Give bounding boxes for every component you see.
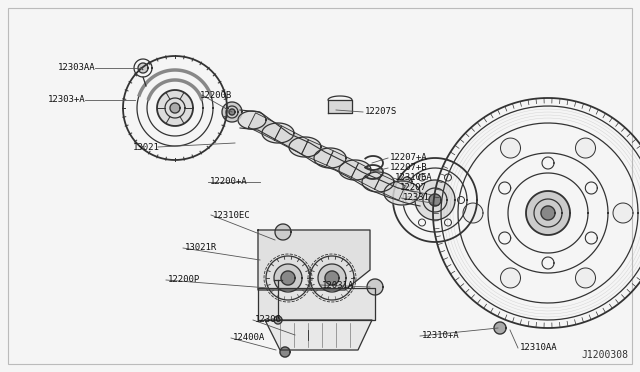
Polygon shape [258,288,375,320]
Polygon shape [314,148,346,168]
Text: 12400A: 12400A [233,334,265,343]
Polygon shape [138,63,148,73]
Polygon shape [328,100,352,113]
Polygon shape [339,160,371,180]
Text: 12310AA: 12310AA [520,343,557,353]
Polygon shape [274,264,302,292]
Polygon shape [415,180,455,220]
Polygon shape [318,264,346,292]
Polygon shape [289,137,321,157]
Polygon shape [494,322,506,334]
Text: 12310+A: 12310+A [422,331,460,340]
Text: 12200P: 12200P [168,276,200,285]
Text: 12031A: 12031A [322,280,355,289]
Polygon shape [463,203,483,223]
Polygon shape [362,172,394,192]
Text: 12303+A: 12303+A [47,96,85,105]
Polygon shape [351,163,381,189]
Polygon shape [402,177,412,187]
Text: 13021R: 13021R [185,244,217,253]
Polygon shape [238,111,266,129]
Text: 13021: 13021 [133,142,160,151]
Text: 12207+B: 12207+B [390,164,428,173]
Polygon shape [384,181,420,205]
Text: 12303AA: 12303AA [58,64,95,73]
Polygon shape [500,138,520,158]
Polygon shape [275,224,291,240]
Polygon shape [229,109,235,115]
Polygon shape [275,126,308,154]
Text: J1200308: J1200308 [581,350,628,360]
Polygon shape [575,138,595,158]
Polygon shape [325,271,339,285]
Polygon shape [374,175,405,200]
Polygon shape [302,140,333,165]
Polygon shape [541,206,555,220]
Polygon shape [262,123,294,143]
Polygon shape [170,103,180,113]
Text: 12310EA: 12310EA [395,173,433,183]
Text: 12306: 12306 [255,315,282,324]
Polygon shape [265,320,372,350]
Polygon shape [526,191,570,235]
Polygon shape [157,90,193,126]
Text: 12207: 12207 [400,183,427,192]
Polygon shape [613,203,633,223]
Text: 12200+A: 12200+A [210,177,248,186]
Polygon shape [280,347,290,357]
Text: 12200B: 12200B [200,90,232,99]
Polygon shape [222,102,242,122]
Text: 12207S: 12207S [365,108,397,116]
Text: 12310EC: 12310EC [213,211,251,219]
Polygon shape [248,113,282,140]
Polygon shape [429,194,441,206]
Text: 12207+A: 12207+A [390,154,428,163]
Polygon shape [367,279,383,295]
Polygon shape [326,151,358,177]
Polygon shape [258,230,370,290]
Text: 12331: 12331 [403,193,430,202]
Polygon shape [281,271,295,285]
Polygon shape [575,268,595,288]
Polygon shape [500,268,520,288]
Polygon shape [274,316,282,324]
